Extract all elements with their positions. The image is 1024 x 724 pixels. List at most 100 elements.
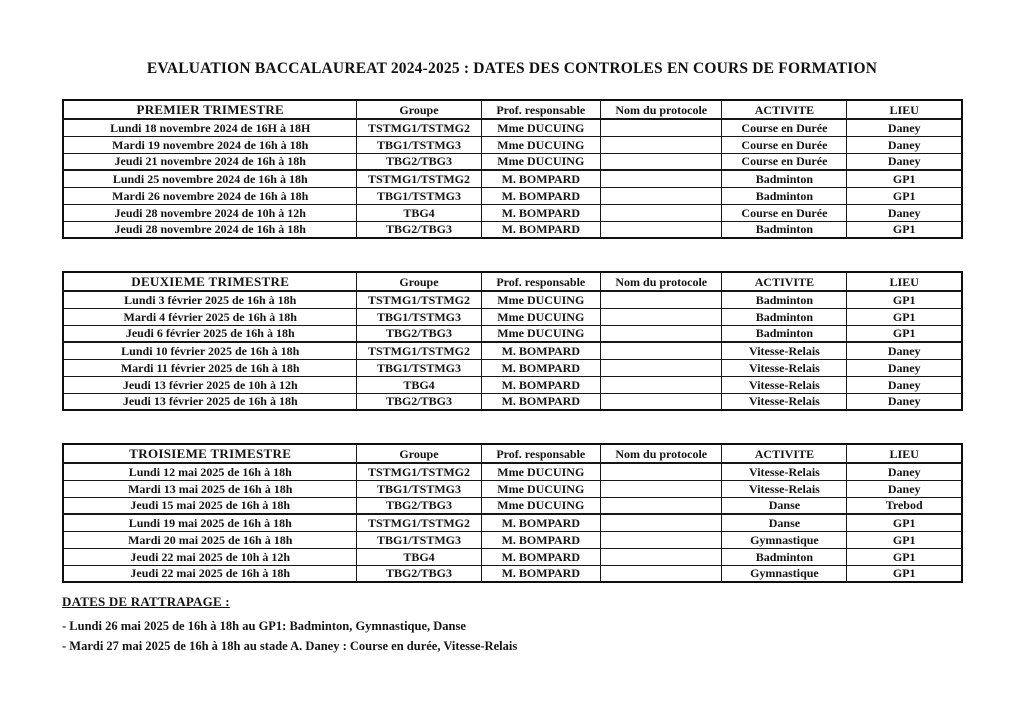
cell-protocole	[600, 220, 723, 239]
cell-protocole	[600, 513, 723, 532]
cell-protocole	[600, 530, 723, 549]
cell-date: Mardi 19 novembre 2024 de 16h à 18h	[62, 135, 358, 154]
table-row: Lundi 18 novembre 2024 de 16H à 18H TSTMG…	[62, 118, 963, 137]
table-header-row: DEUXIEME TRIMESTRE Groupe Prof. responsabl…	[62, 271, 963, 292]
rattrapage-heading: DATES DE RATTRAPAGE :	[62, 594, 230, 609]
cell-protocole	[600, 462, 723, 481]
table-row: Jeudi 28 novembre 2024 de 16h à 18h TBG2/…	[62, 220, 963, 239]
cell-activite: Gymnastique	[721, 530, 848, 549]
column-header-lieu: LIEU	[846, 99, 963, 120]
cell-date: Mardi 26 novembre 2024 de 16h à 18h	[62, 186, 358, 205]
cell-protocole	[600, 135, 723, 154]
trimester-table-premier: PREMIER TRIMESTRE Groupe Prof. responsable…	[62, 99, 963, 239]
trimester-table-troisieme: TROISIEME TRIMESTRE Groupe Prof. responsab…	[62, 443, 963, 583]
cell-prof: M. BOMPARD	[480, 530, 602, 549]
cell-activite: Vitesse-Relais	[721, 392, 848, 411]
cell-activite: Vitesse-Relais	[721, 358, 848, 377]
cell-prof: Mme DUCUING	[480, 462, 602, 481]
cell-protocole	[600, 324, 723, 343]
table-row: Lundi 19 mai 2025 de 16h à 18h TSTMG1/TST…	[62, 513, 963, 532]
rattrapage-line-2: - Mardi 27 mai 2025 de 16h à 18h au stad…	[62, 639, 518, 653]
column-header-prof: Prof. responsable	[480, 271, 602, 292]
table-row: Lundi 25 novembre 2024 de 16h à 18h TSTMG…	[62, 169, 963, 188]
cell-activite: Danse	[721, 496, 848, 515]
column-header-protocole: Nom du protocole	[600, 99, 723, 120]
trimester-title-cell: PREMIER TRIMESTRE	[62, 99, 358, 120]
cell-prof: M. BOMPARD	[480, 186, 602, 205]
cell-date: Lundi 25 novembre 2024 de 16h à 18h	[62, 169, 358, 188]
cell-activite: Vitesse-Relais	[721, 341, 848, 360]
page-title: EVALUATION BACCALAUREAT 2024-2025 : DATE…	[146, 60, 878, 77]
table-row: Jeudi 28 novembre 2024 de 10h à 12h TBG4 M…	[62, 203, 963, 222]
cell-lieu: GP1	[846, 513, 963, 532]
cell-activite: Course en Durée	[721, 135, 848, 154]
cell-groupe: TBG1/TSTMG3	[356, 186, 482, 205]
cell-prof: Mme DUCUING	[480, 135, 602, 154]
cell-lieu: Daney	[846, 375, 963, 394]
cell-lieu: GP1	[846, 169, 963, 188]
table-row: Jeudi 15 mai 2025 de 16h à 18h TBG2/TBG3 M…	[62, 496, 963, 515]
table-row: Mardi 4 février 2025 de 16h à 18h TBG1/TS…	[62, 307, 963, 326]
cell-activite: Badminton	[721, 220, 848, 239]
cell-groupe: TBG1/TSTMG3	[356, 530, 482, 549]
cell-date: Mardi 13 mai 2025 de 16h à 18h	[62, 479, 358, 498]
column-header-prof: Prof. responsable	[480, 443, 602, 464]
table-row: Lundi 3 février 2025 de 16h à 18h TSTMG1/…	[62, 290, 963, 309]
cell-lieu: Daney	[846, 135, 963, 154]
cell-lieu: Trebod	[846, 496, 963, 515]
cell-prof: Mme DUCUING	[480, 324, 602, 343]
cell-activite: Badminton	[721, 169, 848, 188]
cell-date: Lundi 18 novembre 2024 de 16H à 18H	[62, 118, 358, 137]
cell-prof: M. BOMPARD	[480, 392, 602, 411]
cell-prof: Mme DUCUING	[480, 152, 602, 171]
cell-groupe: TBG2/TBG3	[356, 496, 482, 515]
table-row: Mardi 13 mai 2025 de 16h à 18h TBG1/TSTMG…	[62, 479, 963, 498]
table-row: Jeudi 22 mai 2025 de 10h à 12h TBG4 M. BOM…	[62, 547, 963, 566]
cell-prof: M. BOMPARD	[480, 203, 602, 222]
cell-date: Mardi 11 février 2025 de 16h à 18h	[62, 358, 358, 377]
cell-protocole	[600, 564, 723, 583]
cell-lieu: GP1	[846, 530, 963, 549]
cell-activite: Course en Durée	[721, 203, 848, 222]
cell-prof: Mme DUCUING	[480, 479, 602, 498]
cell-prof: M. BOMPARD	[480, 358, 602, 377]
cell-protocole	[600, 203, 723, 222]
cell-date: Lundi 3 février 2025 de 16h à 18h	[62, 290, 358, 309]
table-row: Lundi 12 mai 2025 de 16h à 18h TSTMG1/TST…	[62, 462, 963, 481]
cell-activite: Course en Durée	[721, 152, 848, 171]
cell-protocole	[600, 496, 723, 515]
cell-prof: Mme DUCUING	[480, 307, 602, 326]
cell-protocole	[600, 186, 723, 205]
cell-date: Jeudi 13 février 2025 de 10h à 12h	[62, 375, 358, 394]
table-row: Lundi 10 février 2025 de 16h à 18h TSTMG1…	[62, 341, 963, 360]
cell-prof: M. BOMPARD	[480, 220, 602, 239]
cell-groupe: TBG2/TBG3	[356, 564, 482, 583]
cell-lieu: Daney	[846, 118, 963, 137]
cell-lieu: Daney	[846, 479, 963, 498]
cell-prof: M. BOMPARD	[480, 513, 602, 532]
cell-prof: Mme DUCUING	[480, 118, 602, 137]
cell-groupe: TBG2/TBG3	[356, 220, 482, 239]
column-header-activite: ACTIVITE	[721, 99, 848, 120]
table-row: Jeudi 6 février 2025 de 16h à 18h TBG2/TB…	[62, 324, 963, 343]
column-header-activite: ACTIVITE	[721, 271, 848, 292]
cell-lieu: GP1	[846, 220, 963, 239]
cell-date: Jeudi 22 mai 2025 de 10h à 12h	[62, 547, 358, 566]
cell-activite: Vitesse-Relais	[721, 375, 848, 394]
cell-prof: Mme DUCUING	[480, 496, 602, 515]
cell-prof: M. BOMPARD	[480, 375, 602, 394]
cell-groupe: TBG1/TSTMG3	[356, 358, 482, 377]
cell-date: Jeudi 13 février 2025 de 16h à 18h	[62, 392, 358, 411]
cell-groupe: TSTMG1/TSTMG2	[356, 462, 482, 481]
cell-lieu: Daney	[846, 358, 963, 377]
trimester-table-deuxieme: DEUXIEME TRIMESTRE Groupe Prof. responsabl…	[62, 271, 963, 411]
cell-protocole	[600, 169, 723, 188]
cell-groupe: TSTMG1/TSTMG2	[356, 341, 482, 360]
cell-protocole	[600, 152, 723, 171]
cell-lieu: GP1	[846, 547, 963, 566]
cell-groupe: TBG4	[356, 375, 482, 394]
cell-lieu: Daney	[846, 203, 963, 222]
cell-groupe: TBG2/TBG3	[356, 324, 482, 343]
cell-date: Jeudi 28 novembre 2024 de 10h à 12h	[62, 203, 358, 222]
column-header-groupe: Groupe	[356, 99, 482, 120]
